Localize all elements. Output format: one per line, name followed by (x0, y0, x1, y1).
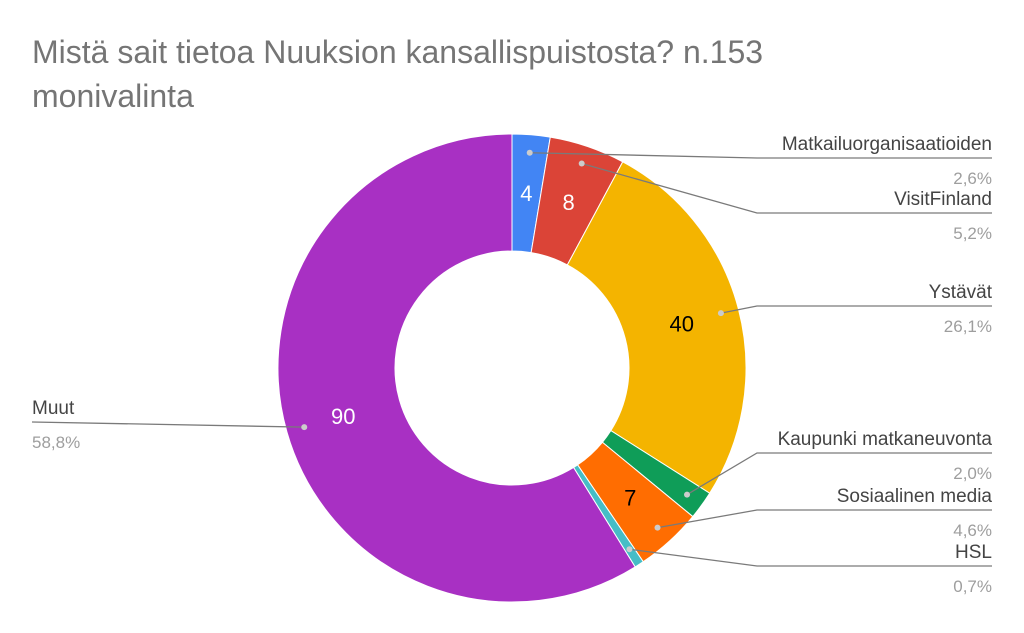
slice-value-matkailuorganisaatioiden: 4 (520, 181, 532, 206)
slice-ystavat[interactable] (566, 161, 747, 494)
legend-percent-hsl: 0,7% (953, 577, 992, 596)
slice-values-group: 4 8 40 7 90 (331, 181, 694, 511)
leader-dot-visitfinland (578, 160, 585, 167)
leader-dot-kaupunki-matkaneuvonta (684, 491, 691, 498)
slices-group (277, 133, 747, 603)
legend-label-ystavat: Ystävät (929, 282, 993, 303)
leader-dot-sosiaalinen-media (654, 524, 661, 531)
slice-value-visitfinland: 8 (563, 190, 575, 215)
leader-dot-hsl (626, 546, 633, 553)
legend-percent-kaupunki-matkaneuvonta: 2,0% (953, 464, 992, 483)
legend-percent-ystavat: 26,1% (944, 317, 992, 336)
legend-percent-muut: 58,8% (32, 433, 80, 452)
leader-line-matkailuorganisaatioiden (529, 152, 992, 159)
leader-line-hsl (629, 548, 992, 567)
leader-lines-group (31, 149, 992, 567)
legend-label-kaupunki-matkaneuvonta: Kaupunki matkaneuvonta (778, 429, 993, 450)
slice-value-ystavat: 40 (670, 311, 694, 336)
legend-percent-visitfinland: 5,2% (953, 224, 992, 243)
legend-label-sosiaalinen-media: Sosiaalinen media (837, 486, 993, 507)
legend-label-muut: Muut (32, 398, 75, 419)
slice-value-muut: 90 (331, 404, 355, 429)
leader-line-ystavat (720, 305, 992, 314)
slice-muut[interactable] (277, 133, 636, 603)
leader-dot-ystavat (717, 310, 724, 317)
leader-dot-matkailuorganisaatioiden (526, 149, 533, 156)
chart-subtitle: monivalinta (32, 78, 194, 114)
leader-line-kaupunki-matkaneuvonta (686, 452, 992, 496)
legend-label-matkailuorganisaatioiden: Matkailuorganisaatioiden (782, 134, 992, 155)
slice-value-sosiaalinen-media: 7 (624, 486, 636, 511)
legend-label-hsl: HSL (955, 542, 992, 563)
leader-dot-muut (301, 424, 308, 431)
legend-labels-group: Matkailuorganisaatioiden 2,6%VisitFinland… (32, 134, 993, 596)
leader-line-visitfinland (581, 162, 992, 214)
legend-label-visitfinland: VisitFinland (894, 189, 992, 210)
chart-title: Mistä sait tietoa Nuuksion kansallispuis… (32, 30, 992, 118)
legend-percent-matkailuorganisaatioiden: 2,6% (953, 169, 992, 188)
leader-line-muut (31, 421, 305, 428)
leader-line-sosiaalinen-media (657, 509, 992, 529)
chart-title-line: Mistä sait tietoa Nuuksion kansallispuis… (32, 34, 764, 70)
legend-percent-sosiaalinen-media: 4,6% (953, 521, 992, 540)
